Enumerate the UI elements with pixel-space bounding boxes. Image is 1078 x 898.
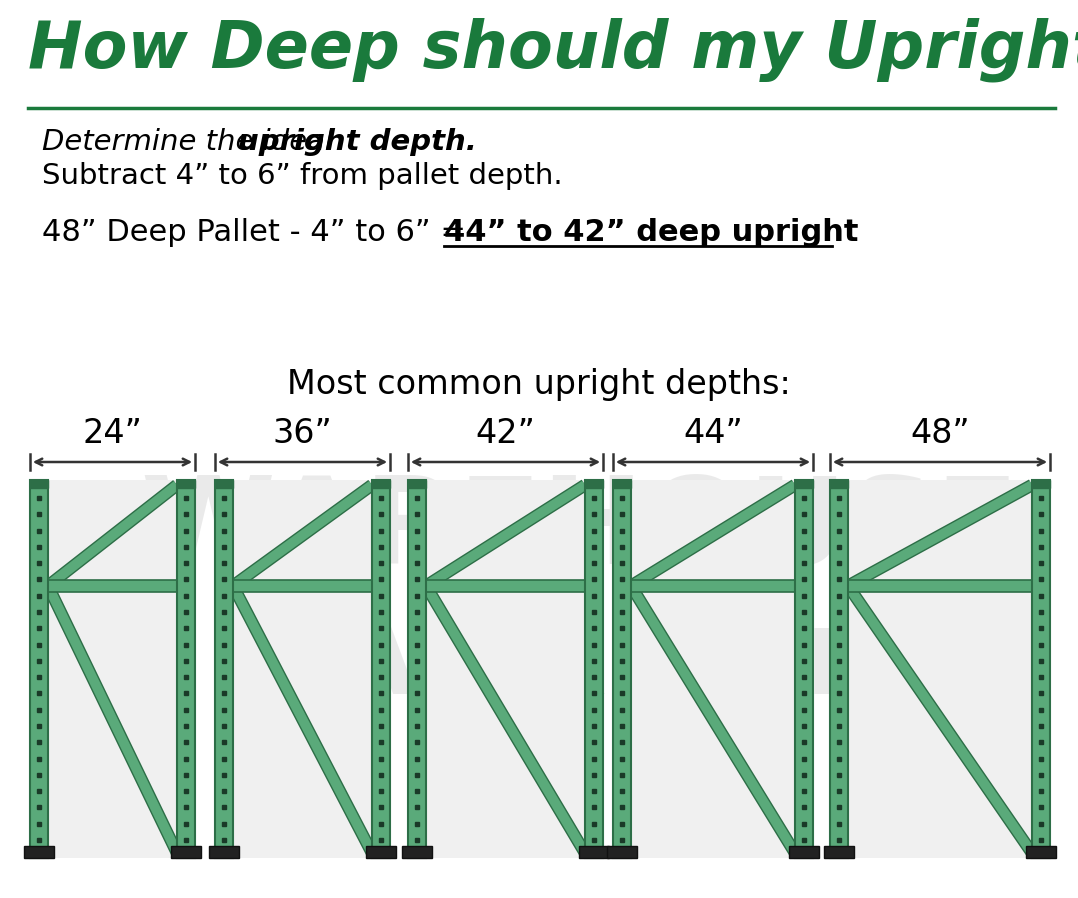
Text: upright depth.: upright depth. [238, 128, 476, 156]
Bar [49, 480, 177, 858]
Bar [1032, 480, 1050, 858]
Text: Determine the ideal: Determine the ideal [42, 128, 343, 156]
Bar [372, 480, 390, 488]
Bar [372, 480, 390, 858]
Bar [367, 846, 396, 858]
Bar [30, 580, 195, 592]
Bar [830, 480, 848, 858]
Bar [613, 480, 631, 488]
Text: Subtract 4” to 6” from pallet depth.: Subtract 4” to 6” from pallet depth. [42, 162, 563, 190]
Bar [233, 480, 372, 858]
Bar [613, 580, 813, 592]
Text: 36”: 36” [273, 417, 332, 450]
Bar [585, 480, 603, 488]
Bar [215, 480, 233, 488]
Bar [407, 580, 603, 592]
Bar [407, 480, 426, 488]
Bar [789, 846, 819, 858]
Bar [215, 480, 233, 858]
Bar [177, 480, 195, 858]
Bar [585, 480, 603, 858]
Bar [1032, 480, 1050, 488]
Text: How Deep should my Uprights be?: How Deep should my Uprights be? [28, 18, 1078, 83]
Bar [848, 480, 1032, 858]
Bar [631, 480, 794, 858]
Text: RACK.com: RACK.com [229, 602, 931, 718]
Bar [426, 480, 585, 858]
Bar [824, 846, 854, 858]
Bar [830, 480, 848, 488]
Text: 44” to 42” deep upright: 44” to 42” deep upright [444, 218, 858, 247]
Bar [613, 480, 631, 858]
Bar [579, 846, 609, 858]
Bar [30, 480, 49, 858]
Bar [407, 480, 426, 858]
Text: 24”: 24” [83, 417, 142, 450]
Bar [177, 480, 195, 488]
Bar [402, 846, 432, 858]
Text: 42”: 42” [475, 417, 536, 450]
Text: Most common upright depths:: Most common upright depths: [287, 368, 791, 401]
Bar [171, 846, 201, 858]
Text: 48”: 48” [910, 417, 970, 450]
Bar [215, 580, 390, 592]
Bar [607, 846, 637, 858]
Bar [794, 480, 813, 858]
Text: 48” Deep Pallet - 4” to 6” =: 48” Deep Pallet - 4” to 6” = [42, 218, 475, 247]
Bar [24, 846, 54, 858]
Bar [209, 846, 239, 858]
Text: WAREHOUSE: WAREHOUSE [140, 471, 1020, 588]
Bar [794, 480, 813, 488]
Bar [830, 580, 1050, 592]
Bar [30, 480, 49, 488]
Text: 44”: 44” [683, 417, 743, 450]
Bar [1026, 846, 1056, 858]
